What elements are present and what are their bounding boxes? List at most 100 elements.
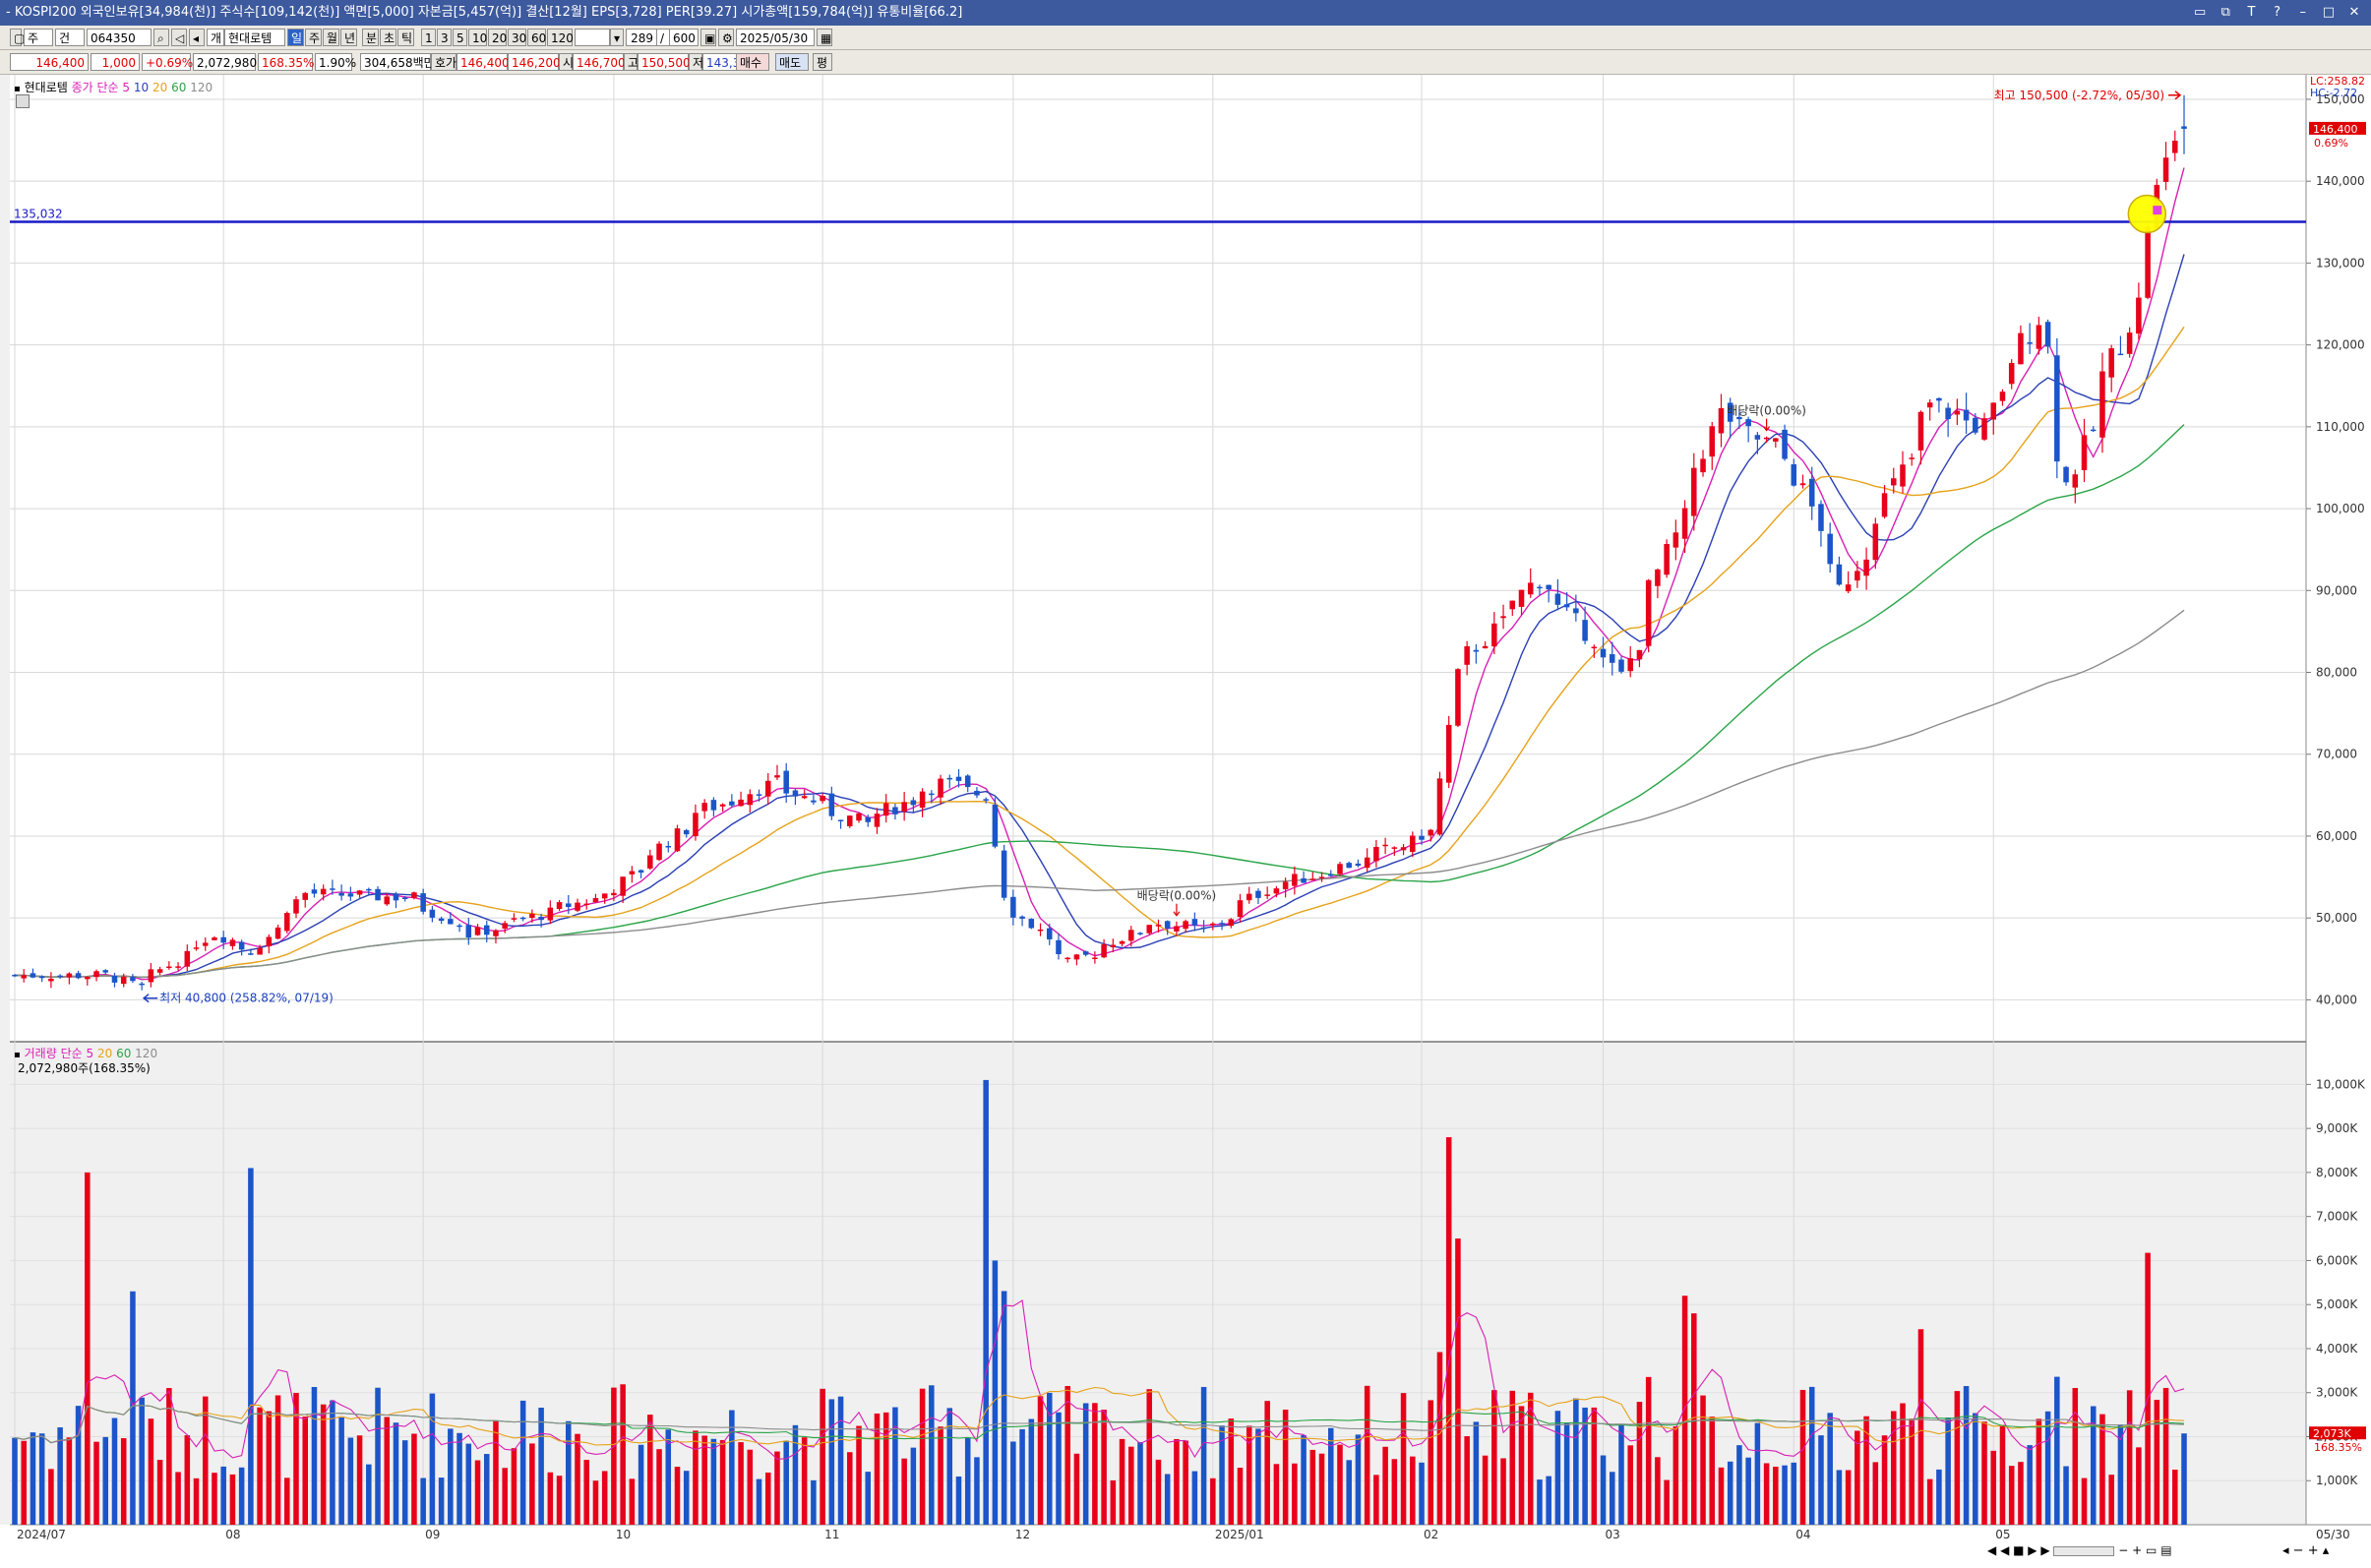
prev-stock-icon[interactable]: ◂ [189,29,205,46]
volume-bar [474,1460,481,1525]
volume-bar [964,1437,971,1525]
save-icon[interactable]: ▣ [700,29,716,46]
period-tick-button[interactable]: 틱 [397,29,414,46]
volume-bar [220,1466,226,1525]
candle-body [411,892,417,898]
minute-60-button[interactable]: 60 [527,29,546,46]
period-month-button[interactable]: 월 [323,29,339,46]
layout-icon[interactable]: ▤ [2160,1543,2172,1557]
calendar-icon[interactable]: ▦ [817,29,832,46]
candle-body [2136,297,2142,334]
candle-body [1146,925,1153,934]
volume-bar [193,1478,200,1525]
maximize-icon[interactable]: □ [2322,5,2335,20]
fit-icon[interactable]: ▭ [2146,1543,2158,1557]
tile-icon[interactable]: ⧉ [2220,5,2230,20]
help-icon[interactable]: ? [2274,5,2281,20]
price-tick-label: 40,000 [2316,993,2357,1006]
count-input[interactable]: 289 [626,29,657,46]
period-minute-button[interactable]: 분 [362,29,379,46]
gear-icon[interactable]: ⚙ [718,29,734,46]
close-icon[interactable]: ✕ [2348,5,2360,20]
minimize-icon[interactable]: – [2299,5,2306,20]
axis-plus-icon[interactable]: + [2307,1543,2319,1558]
minute-1-button[interactable]: 1 [421,29,436,46]
search-icon[interactable]: ⌕ [153,29,169,46]
minute-30-button[interactable]: 30 [508,29,526,46]
candle-body [2036,325,2042,349]
volume-bar [874,1413,881,1525]
axis-up-icon[interactable]: ▴ [2322,1543,2330,1558]
axis-minus-icon[interactable]: − [2292,1543,2304,1558]
candle-body [502,923,508,929]
period-second-button[interactable]: 초 [380,29,396,46]
volume-bar [1554,1411,1561,1525]
date-input[interactable]: 2025/05/30 [736,29,815,46]
stock-chart[interactable]: 150,000 140,000 130,000 120,000 110,000 100,0… [0,75,2371,1568]
day-selector[interactable]: 주 [24,29,53,46]
minute-20-button[interactable]: 20 [488,29,507,46]
scroll-prev-icon[interactable]: ◀ [2000,1543,2010,1557]
quote-bar: 146,400 1,000 +0.69% 2,072,980 168.35% 1… [0,50,2371,75]
candle-body [1237,900,1244,918]
period-day-button[interactable]: 일 [287,29,304,46]
lc-label: LC:258.82 [2310,75,2365,88]
volume-bar [366,1464,372,1525]
candle-body [2090,429,2097,432]
volume-bar [629,1478,636,1525]
minute-5-button[interactable]: 5 [453,29,467,46]
minute-3-button[interactable]: 3 [437,29,452,46]
volume-bar [756,1478,762,1525]
stock-code-input[interactable]: 064350 [87,29,152,46]
speaker-icon[interactable]: ◁ [171,29,187,46]
scroll-last-icon[interactable]: ▶ [2040,1543,2050,1557]
candle-body [992,804,999,847]
candle-body [882,803,889,816]
scroll-slider[interactable] [2053,1545,2115,1556]
volume-bar [401,1440,408,1525]
scroll-next-icon[interactable]: ▶ [2028,1543,2037,1557]
axis-left-icon[interactable]: ◂ [2282,1543,2289,1558]
candle-body [483,925,490,935]
candle-body [801,796,808,799]
candle-body [1428,829,1434,836]
panel-settings-icon[interactable] [16,94,30,108]
candle-body [1327,874,1334,876]
minute-120-button[interactable]: 120 [547,29,574,46]
buy-button[interactable]: 매수 [736,53,769,71]
candle-body [2145,226,2151,298]
restore-icon[interactable]: ▭ [2194,5,2207,20]
text-icon[interactable]: T [2247,5,2256,20]
pin-icon[interactable]: ▢ [10,29,25,46]
sell-button[interactable]: 매도 [775,53,809,71]
max-arrow-icon [2168,90,2182,100]
period-week-button[interactable]: 주 [305,29,322,46]
account-type[interactable]: 개 [207,29,224,46]
custom-period-input[interactable] [575,29,610,46]
scroll-first-icon[interactable]: ◀ [1987,1543,1997,1557]
candle-body [248,953,254,955]
current-volume-tag [2309,1426,2366,1440]
volume-bar [2027,1445,2033,1525]
volume-bar [1346,1460,1352,1525]
volume-bar [1455,1238,1461,1525]
flat-button[interactable]: 평 [813,53,832,71]
period-year-button[interactable]: 년 [340,29,357,46]
volume-bar [2099,1414,2105,1525]
chevron-down-icon[interactable]: ▾ [610,29,624,46]
stop-icon[interactable]: ■ [2013,1543,2025,1557]
panel-toggle-icon[interactable]: ▪ [14,84,21,94]
zoom-out-icon[interactable]: − [2118,1543,2129,1557]
minute-10-button[interactable]: 10 [468,29,487,46]
legend-volume-ma-title: 단순 [60,1047,83,1060]
candle-body [1936,397,1942,401]
candle-body [320,888,327,895]
zoom-in-icon[interactable]: + [2132,1543,2143,1557]
search-combo[interactable]: 건 [55,29,85,46]
volume-bar [130,1291,136,1525]
candle-body [1709,426,1716,457]
volume-bar [1400,1393,1407,1525]
volume-bar [1808,1386,1815,1525]
volume-toggle-icon[interactable]: ▪ [14,1050,21,1060]
volume-bar [1563,1422,1570,1525]
